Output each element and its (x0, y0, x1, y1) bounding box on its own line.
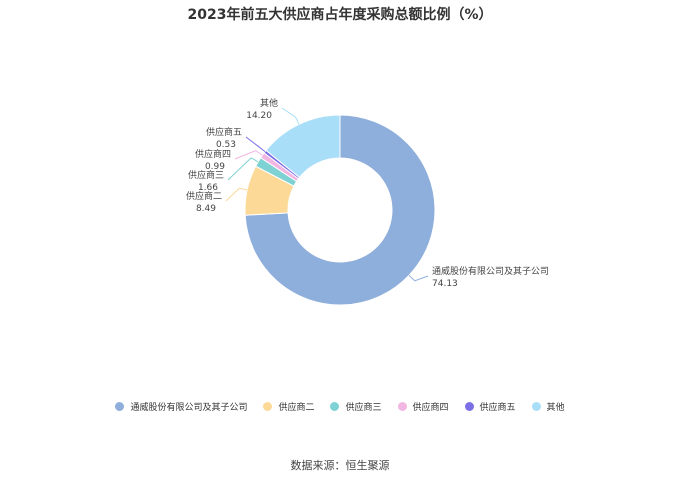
slice-label-name-2: 供应商三 (188, 169, 224, 181)
legend-label-0: 通威股份有限公司及其子公司 (130, 403, 248, 413)
legend-item-1[interactable]: 供应商二 (263, 400, 314, 413)
legend-swatch-3 (397, 402, 407, 411)
data-source-note: 数据来源：恒生聚源 (290, 459, 390, 472)
slice-label-value-3: 0.99 (205, 162, 225, 172)
leader-line-2 (227, 157, 259, 181)
legend-item-3[interactable]: 供应商四 (397, 400, 449, 413)
legend-label-3: 供应商四 (412, 403, 449, 413)
slice-label-name-3: 供应商四 (195, 148, 231, 160)
slice-label-value-4: 0.53 (216, 140, 236, 150)
legend-item-2[interactable]: 供应商三 (330, 400, 382, 413)
legend-item-0[interactable]: 通威股份有限公司及其子公司 (115, 400, 247, 413)
slice-label-name-5: 其他 (260, 97, 278, 109)
leader-line-1 (225, 187, 248, 202)
leader-line-5 (281, 107, 300, 125)
legend-swatch-2 (330, 402, 340, 411)
leader-line-3 (234, 150, 263, 160)
legend-label-1: 供应商二 (278, 403, 315, 413)
chart-title: 2023年前五大供应商占年度采购总额比例（%） (187, 7, 493, 23)
slice-5[interactable] (265, 114, 341, 179)
legend-label-4: 供应商五 (479, 403, 516, 413)
leader-line-4 (245, 136, 266, 153)
legend-swatch-4 (464, 402, 474, 411)
slice-label-name-4: 供应商五 (206, 126, 242, 138)
legend-label-2: 供应商三 (345, 403, 382, 413)
slice-label-value-0: 74.13 (432, 279, 458, 289)
slice-label-value-5: 14.20 (246, 111, 272, 121)
legend-label-5: 其他 (546, 403, 565, 413)
leader-line-0 (408, 274, 429, 282)
slice-label-name-0: 通威股份有限公司及其子公司 (432, 265, 549, 277)
legend-item-5[interactable]: 其他 (531, 400, 565, 413)
slice-label-name-1: 供应商二 (186, 190, 222, 202)
legend-swatch-0 (115, 402, 125, 411)
slice-label-value-2: 1.66 (198, 183, 218, 193)
legend-item-4[interactable]: 供应商五 (464, 400, 516, 413)
legend-swatch-5 (531, 402, 541, 411)
legend-swatch-1 (263, 402, 273, 411)
slice-0[interactable] (244, 114, 436, 306)
slice-label-value-1: 8.49 (196, 204, 216, 214)
chart-legend: 通威股份有限公司及其子公司 供应商二 供应商三 供应商四 供应商五 其他 (0, 400, 680, 413)
